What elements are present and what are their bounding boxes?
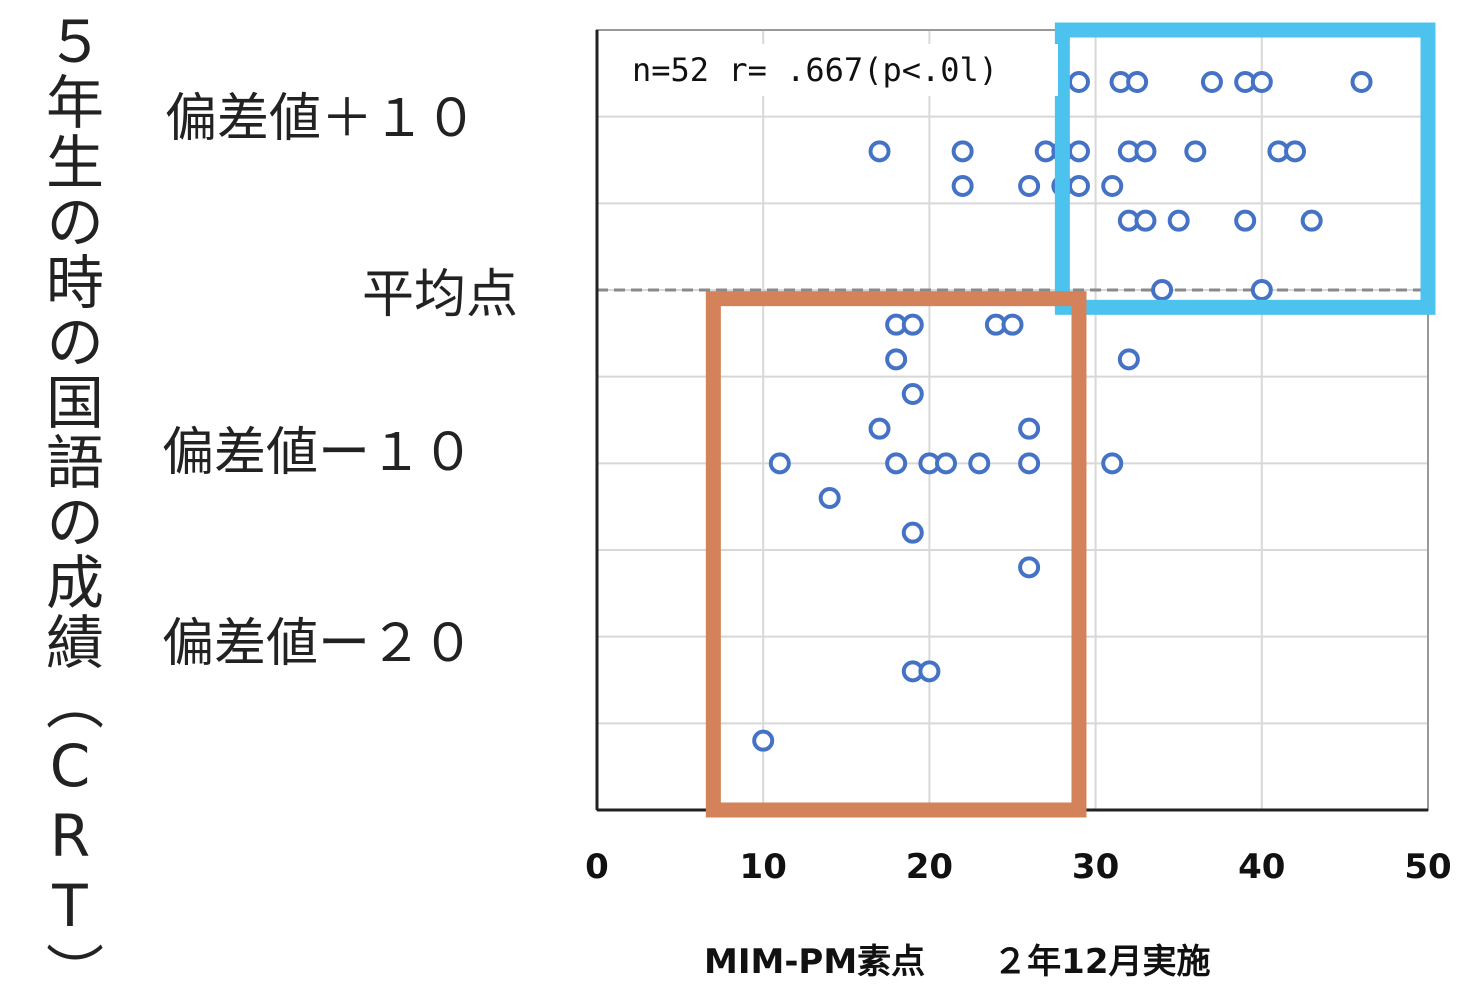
x-tick-label: 10 [740, 847, 787, 887]
data-point [1234, 209, 1257, 232]
data-points [752, 71, 1373, 752]
data-point [1250, 279, 1273, 301]
data-point [1117, 348, 1140, 371]
data-point [918, 660, 941, 683]
data-point [1101, 175, 1124, 197]
data-point [1151, 279, 1174, 301]
data-point [1200, 71, 1223, 93]
annotation-minus20: 偏差値ー２０ [162, 614, 475, 674]
data-point [885, 452, 908, 475]
x-tick-label: 50 [1404, 847, 1451, 887]
x-tick-label: 20 [906, 847, 953, 887]
data-point [901, 313, 924, 336]
data-point [868, 140, 891, 163]
annotation-mean: 平均点 [362, 265, 519, 325]
data-point [1284, 140, 1307, 163]
data-point [768, 452, 791, 475]
data-point [1018, 452, 1041, 475]
data-point [1067, 71, 1090, 93]
data-point [818, 487, 841, 509]
data-point [1250, 71, 1273, 93]
data-point [1300, 209, 1323, 232]
data-point [1067, 140, 1090, 163]
data-point [1001, 313, 1024, 336]
highlight-region-low-low [705, 291, 1087, 818]
data-point [901, 383, 924, 405]
data-point [752, 729, 775, 752]
x-tick-label: 0 [585, 847, 609, 887]
highlight-regions [705, 22, 1436, 818]
data-point [1018, 417, 1041, 440]
data-point [1018, 556, 1041, 579]
data-point [885, 348, 908, 371]
highlight-region-high-high [1054, 22, 1436, 315]
data-point [1167, 209, 1190, 232]
stat-box-background [612, 44, 1058, 96]
data-point [1067, 175, 1090, 197]
x-tick-label: 30 [1072, 847, 1119, 887]
annotation-plus10: 偏差値＋１０ [165, 89, 478, 149]
stat-text: n=52 r= .667(p<.0l) [632, 51, 998, 89]
data-point [1018, 175, 1041, 197]
data-point [1134, 209, 1157, 232]
data-point [968, 452, 991, 475]
data-point [951, 175, 974, 197]
x-axis-label: MIM-PM素点 ２年12月実施 [704, 942, 1211, 982]
data-point [1134, 140, 1157, 163]
data-point [935, 452, 958, 475]
data-point [868, 417, 891, 440]
data-point [951, 140, 974, 163]
x-tick-label: 40 [1238, 847, 1285, 887]
data-point [1350, 71, 1373, 93]
data-point [1126, 71, 1149, 93]
data-point [901, 521, 924, 544]
y-axis-label: ５年生の時の国語の成績（CRT） [36, 12, 104, 1002]
data-point [1184, 140, 1207, 163]
x-tick-labels: 0 10 20 30 40 50 [585, 847, 1452, 887]
annotation-minus10: 偏差値ー１０ [162, 423, 475, 483]
stat-box: n=52 r= .667(p<.0l) [612, 44, 1058, 96]
data-point [1101, 452, 1124, 475]
